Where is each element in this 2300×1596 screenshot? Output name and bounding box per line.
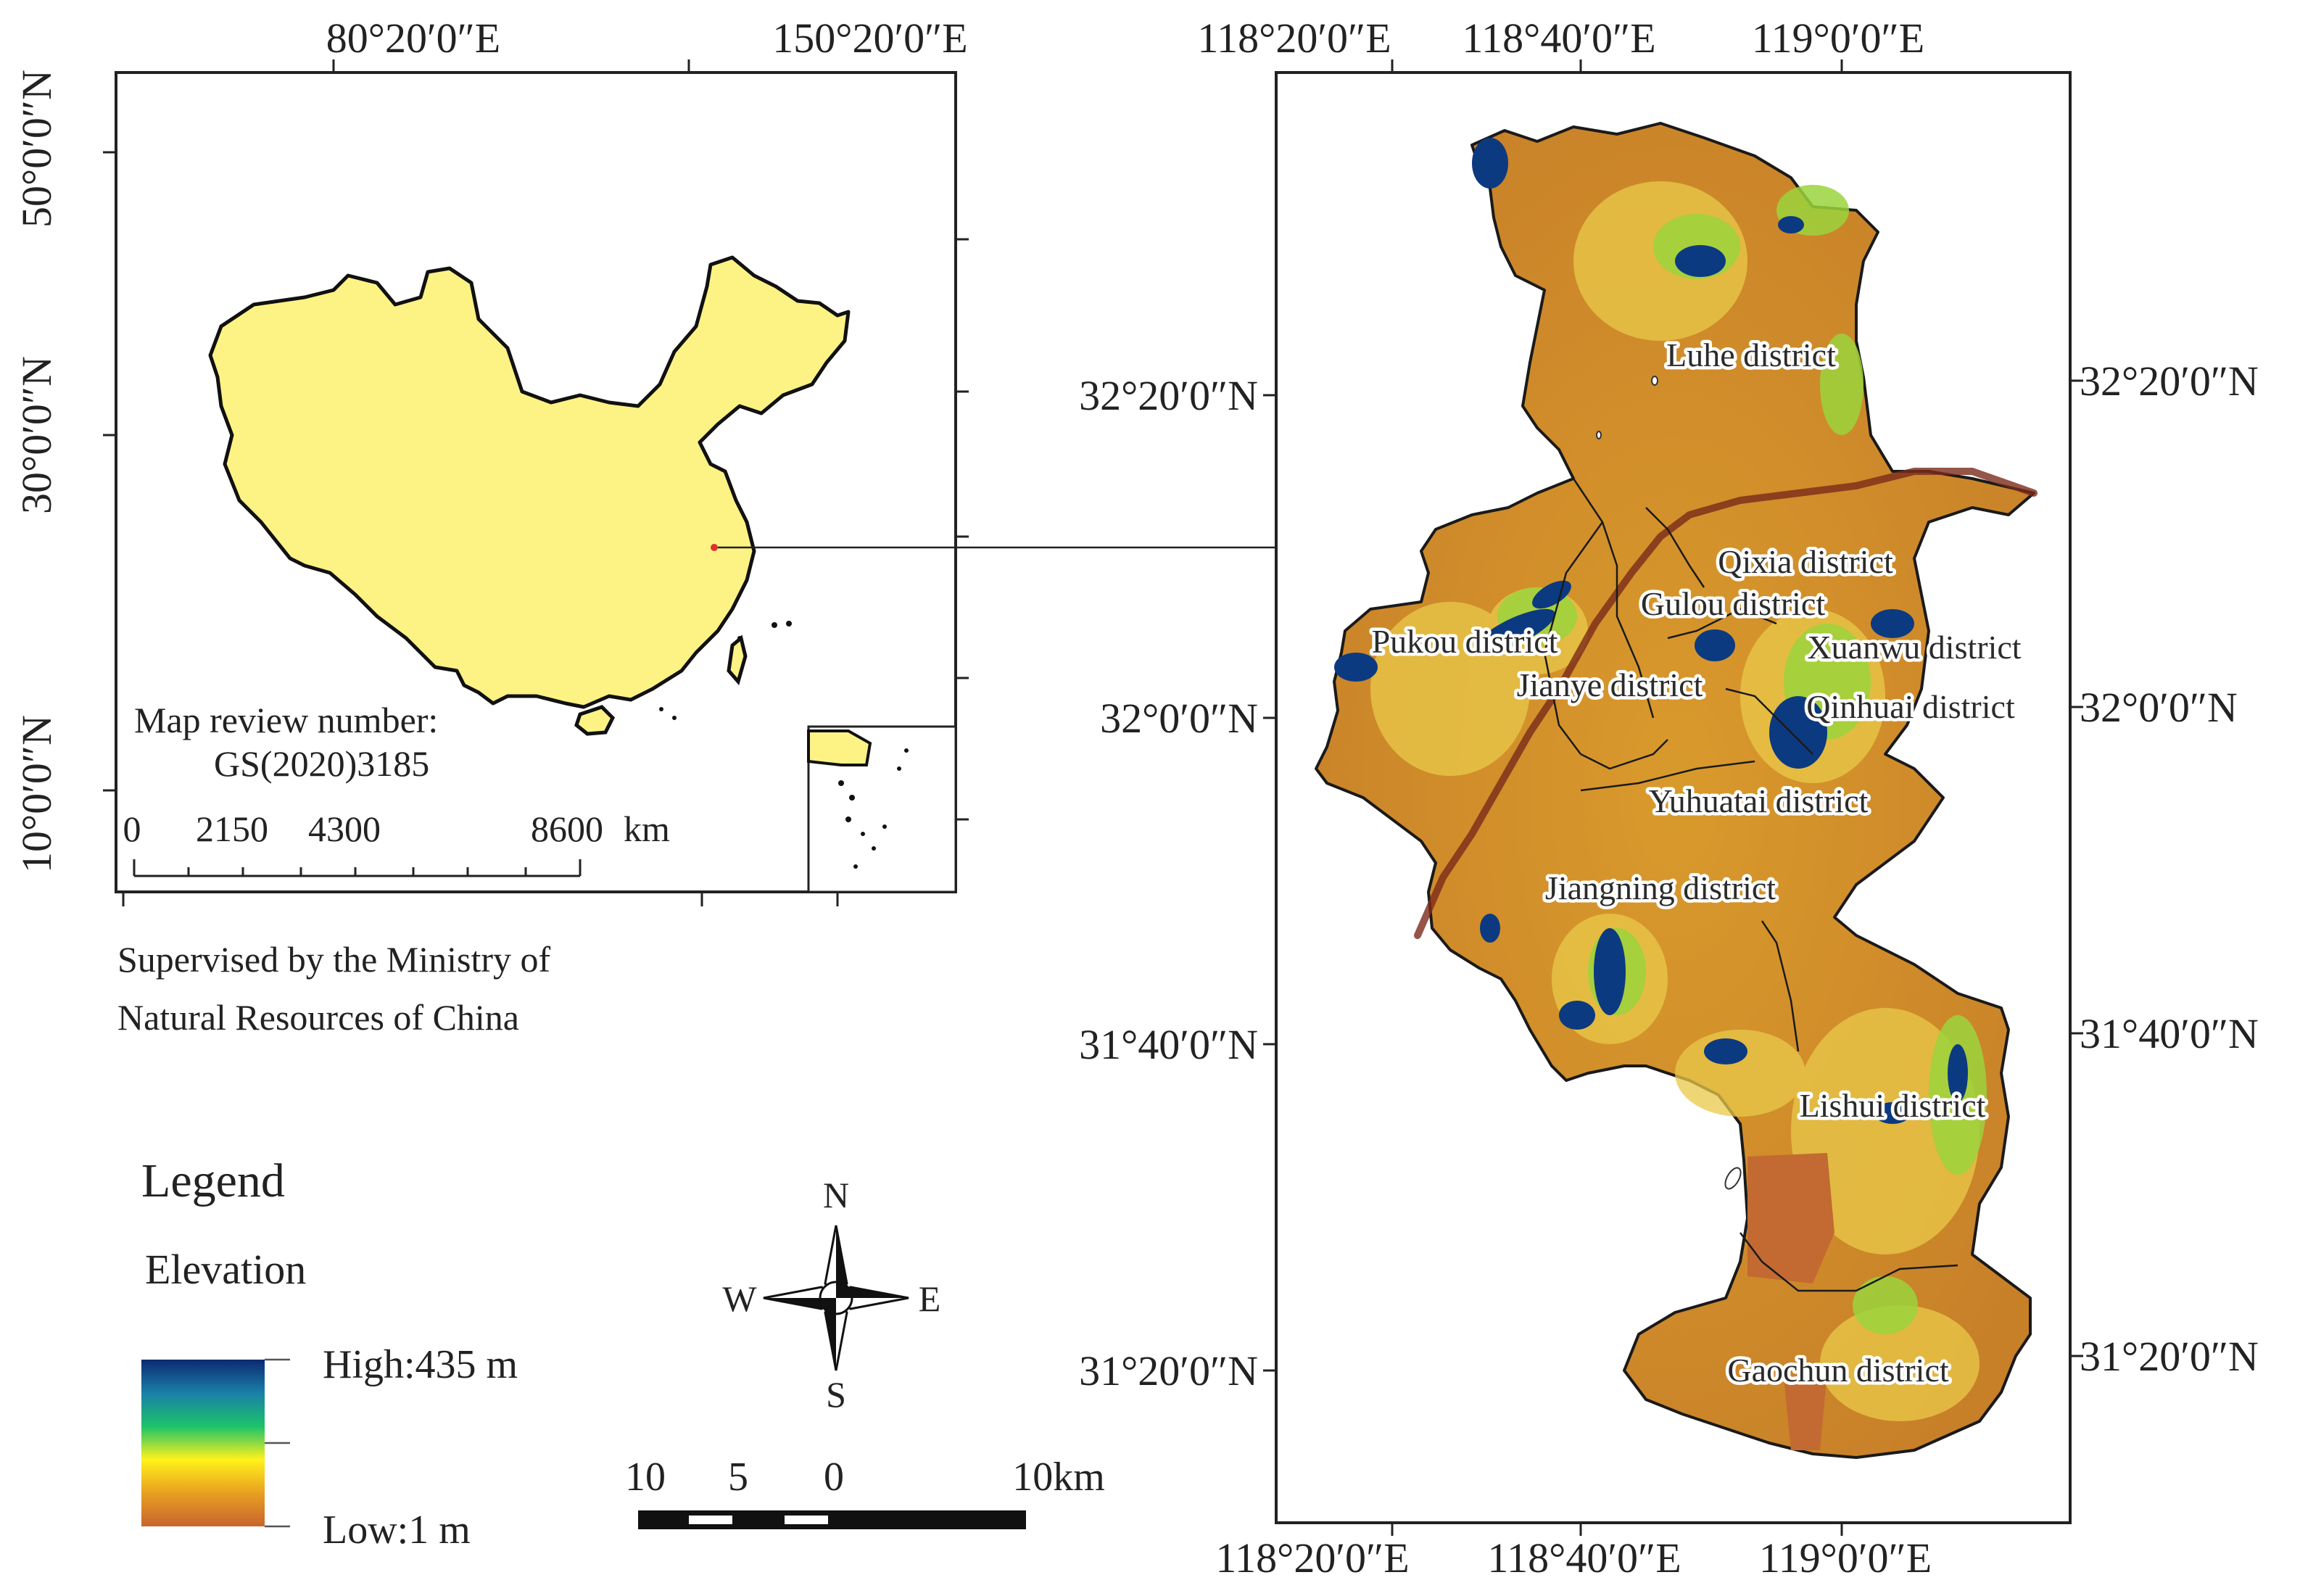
inset-scale-unit: km [624,809,670,849]
south-china-sea-inset [807,725,957,893]
low-elevation-zones [1747,1153,1834,1450]
main-right-lat-1: 32°20′0″N [2080,357,2259,405]
main-left-lat-3: 31°40′0″N [1079,1021,1258,1068]
elevation-color-ramp [141,1360,265,1526]
inset-lat-label-2: 30°0′0″N [13,356,60,514]
yangtze-river [1414,468,2038,939]
inset-scale-tick-4300: 4300 [308,809,381,849]
inset-scale-bar: 0 2150 4300 8600 km [123,809,670,877]
legend-subtitle: Elevation [145,1246,306,1293]
supervised-line2: Natural Resources of China [117,997,519,1038]
main-bottom-lon-2: 118°40′0″E [1487,1534,1681,1581]
scale-tick-0: 0 [824,1455,844,1500]
legend-title: Legend [141,1154,285,1207]
main-left-lat-2: 32°0′0″N [1100,695,1258,742]
legend-low-label: Low:1 m [323,1508,471,1552]
legend-ticks [265,1358,290,1528]
review-number-line2: GS(2020)3185 [214,743,429,784]
compass-n: N [823,1175,849,1215]
inset-lon-label-1: 80°20′0″E [326,15,500,62]
main-ticks [1263,59,2083,1536]
inset-scale-tick-0: 0 [123,809,141,849]
main-left-lat-4: 31°20′0″N [1079,1347,1258,1394]
review-number-line1: Map review number: [134,700,438,740]
inset-lat-label-3: 10°0′0″N [13,715,60,873]
nanjing-elevation-raster [1315,122,2038,1459]
nanjing-marker [711,544,718,551]
main-bottom-lon-3: 119°0′0″E [1759,1534,1932,1581]
main-top-lon-1: 118°20′0″E [1197,15,1391,62]
main-right-lat-4: 31°20′0″N [2080,1333,2259,1380]
main-map: Luhe district Qixia district Gulou distr… [1079,15,2259,1581]
island-dots [659,621,792,720]
high-elevation-zones [1334,138,1968,1124]
district-label-gulou: Gulou district [1641,585,1825,622]
inset-lat-label-1: 50°0′0″N [13,70,60,228]
district-label-jianye: Jianye district [1517,666,1703,703]
district-label-xuanwu: Xuanwu district [1807,629,2021,666]
supervised-line1: Supervised by the Ministry of [117,939,551,980]
district-label-gaochun: Gaochun district [1727,1352,1949,1389]
main-right-lat-3: 31°40′0″N [2080,1010,2259,1057]
main-right-lat-2: 32°0′0″N [2080,684,2238,731]
hainan-island [574,705,616,736]
main-bottom-lon-1: 118°20′0″E [1215,1534,1409,1581]
main-scale-bar: 10 5 0 10km [625,1455,1105,1529]
inset-ticks [103,59,969,906]
district-label-jiangning: Jiangning district [1545,869,1776,906]
scale-tick-10km: 10km [1012,1455,1105,1500]
compass-rose-icon: N S W E [722,1175,940,1415]
legend: Legend Elevation High:435 m Low:1 m [141,1154,518,1552]
scale-tick-10-left: 10 [625,1455,666,1500]
district-label-pukou: Pukou district [1372,623,1558,660]
legend-high-label: High:435 m [323,1342,518,1387]
china-landmass [208,255,851,709]
district-boundaries [1543,478,1958,1292]
compass-e: E [919,1278,941,1319]
lakes [1596,376,1742,1190]
compass-w: W [722,1278,757,1319]
scale-tick-5: 5 [728,1455,748,1500]
main-top-lon-3: 119°0′0″E [1752,15,1924,62]
district-label-qixia: Qixia district [1718,543,1893,580]
main-left-lat-1: 32°20′0″N [1079,372,1258,419]
district-label-yuhuatai: Yuhuatai district [1649,782,1869,819]
compass-s: S [826,1374,846,1415]
district-label-lishui: Lishui district [1800,1087,1986,1124]
inset-scale-tick-8600: 8600 [531,809,603,849]
inset-lon-label-2: 150°20′0″E [772,15,967,62]
district-label-luhe: Luhe district [1666,336,1836,373]
inset-map: 80°20′0″E 150°20′0″E 50°0′0″N 30°0′0″N 1… [13,15,1276,1038]
district-label-qinhuai: Qinhuai district [1806,688,2015,725]
inset-scale-tick-2150: 2150 [196,809,268,849]
main-top-lon-2: 118°40′0″E [1462,15,1655,62]
